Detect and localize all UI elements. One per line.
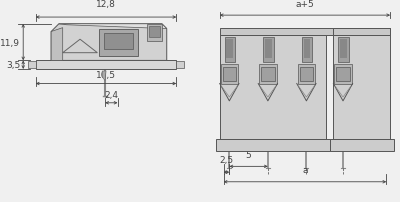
Text: a: a	[302, 165, 308, 174]
Text: 12,8: 12,8	[96, 0, 116, 9]
Text: a+5: a+5	[296, 0, 314, 9]
Bar	[36, 61, 176, 70]
Bar	[334, 65, 352, 84]
Bar	[99, 29, 138, 56]
Bar	[224, 38, 235, 63]
Bar	[148, 25, 162, 42]
Polygon shape	[51, 28, 63, 61]
Bar	[149, 27, 160, 38]
Text: 5: 5	[246, 150, 252, 159]
Bar	[340, 40, 347, 59]
Bar	[259, 65, 276, 84]
Text: 3,5: 3,5	[6, 61, 20, 70]
Polygon shape	[51, 25, 167, 61]
Bar	[298, 65, 315, 84]
Bar	[220, 36, 326, 140]
Bar	[28, 62, 36, 69]
Bar	[300, 68, 313, 81]
Bar	[302, 38, 312, 63]
Bar	[226, 40, 233, 59]
Polygon shape	[102, 72, 106, 81]
Bar	[333, 28, 390, 36]
Text: 2,5: 2,5	[219, 156, 234, 165]
Polygon shape	[59, 25, 167, 29]
Bar	[261, 68, 275, 81]
Bar	[221, 65, 238, 84]
Bar	[333, 36, 390, 140]
Bar	[338, 38, 349, 63]
Bar	[223, 68, 236, 81]
Bar	[220, 28, 390, 36]
Bar	[336, 68, 350, 81]
Bar	[216, 140, 330, 151]
Text: 2,4: 2,4	[104, 90, 118, 99]
Bar	[176, 62, 184, 69]
Bar	[330, 140, 394, 151]
Text: 10,5: 10,5	[96, 70, 116, 79]
Bar	[263, 38, 274, 63]
Bar	[265, 40, 272, 59]
Bar	[104, 34, 133, 50]
Text: 11,9: 11,9	[0, 38, 20, 47]
Bar	[304, 40, 310, 59]
